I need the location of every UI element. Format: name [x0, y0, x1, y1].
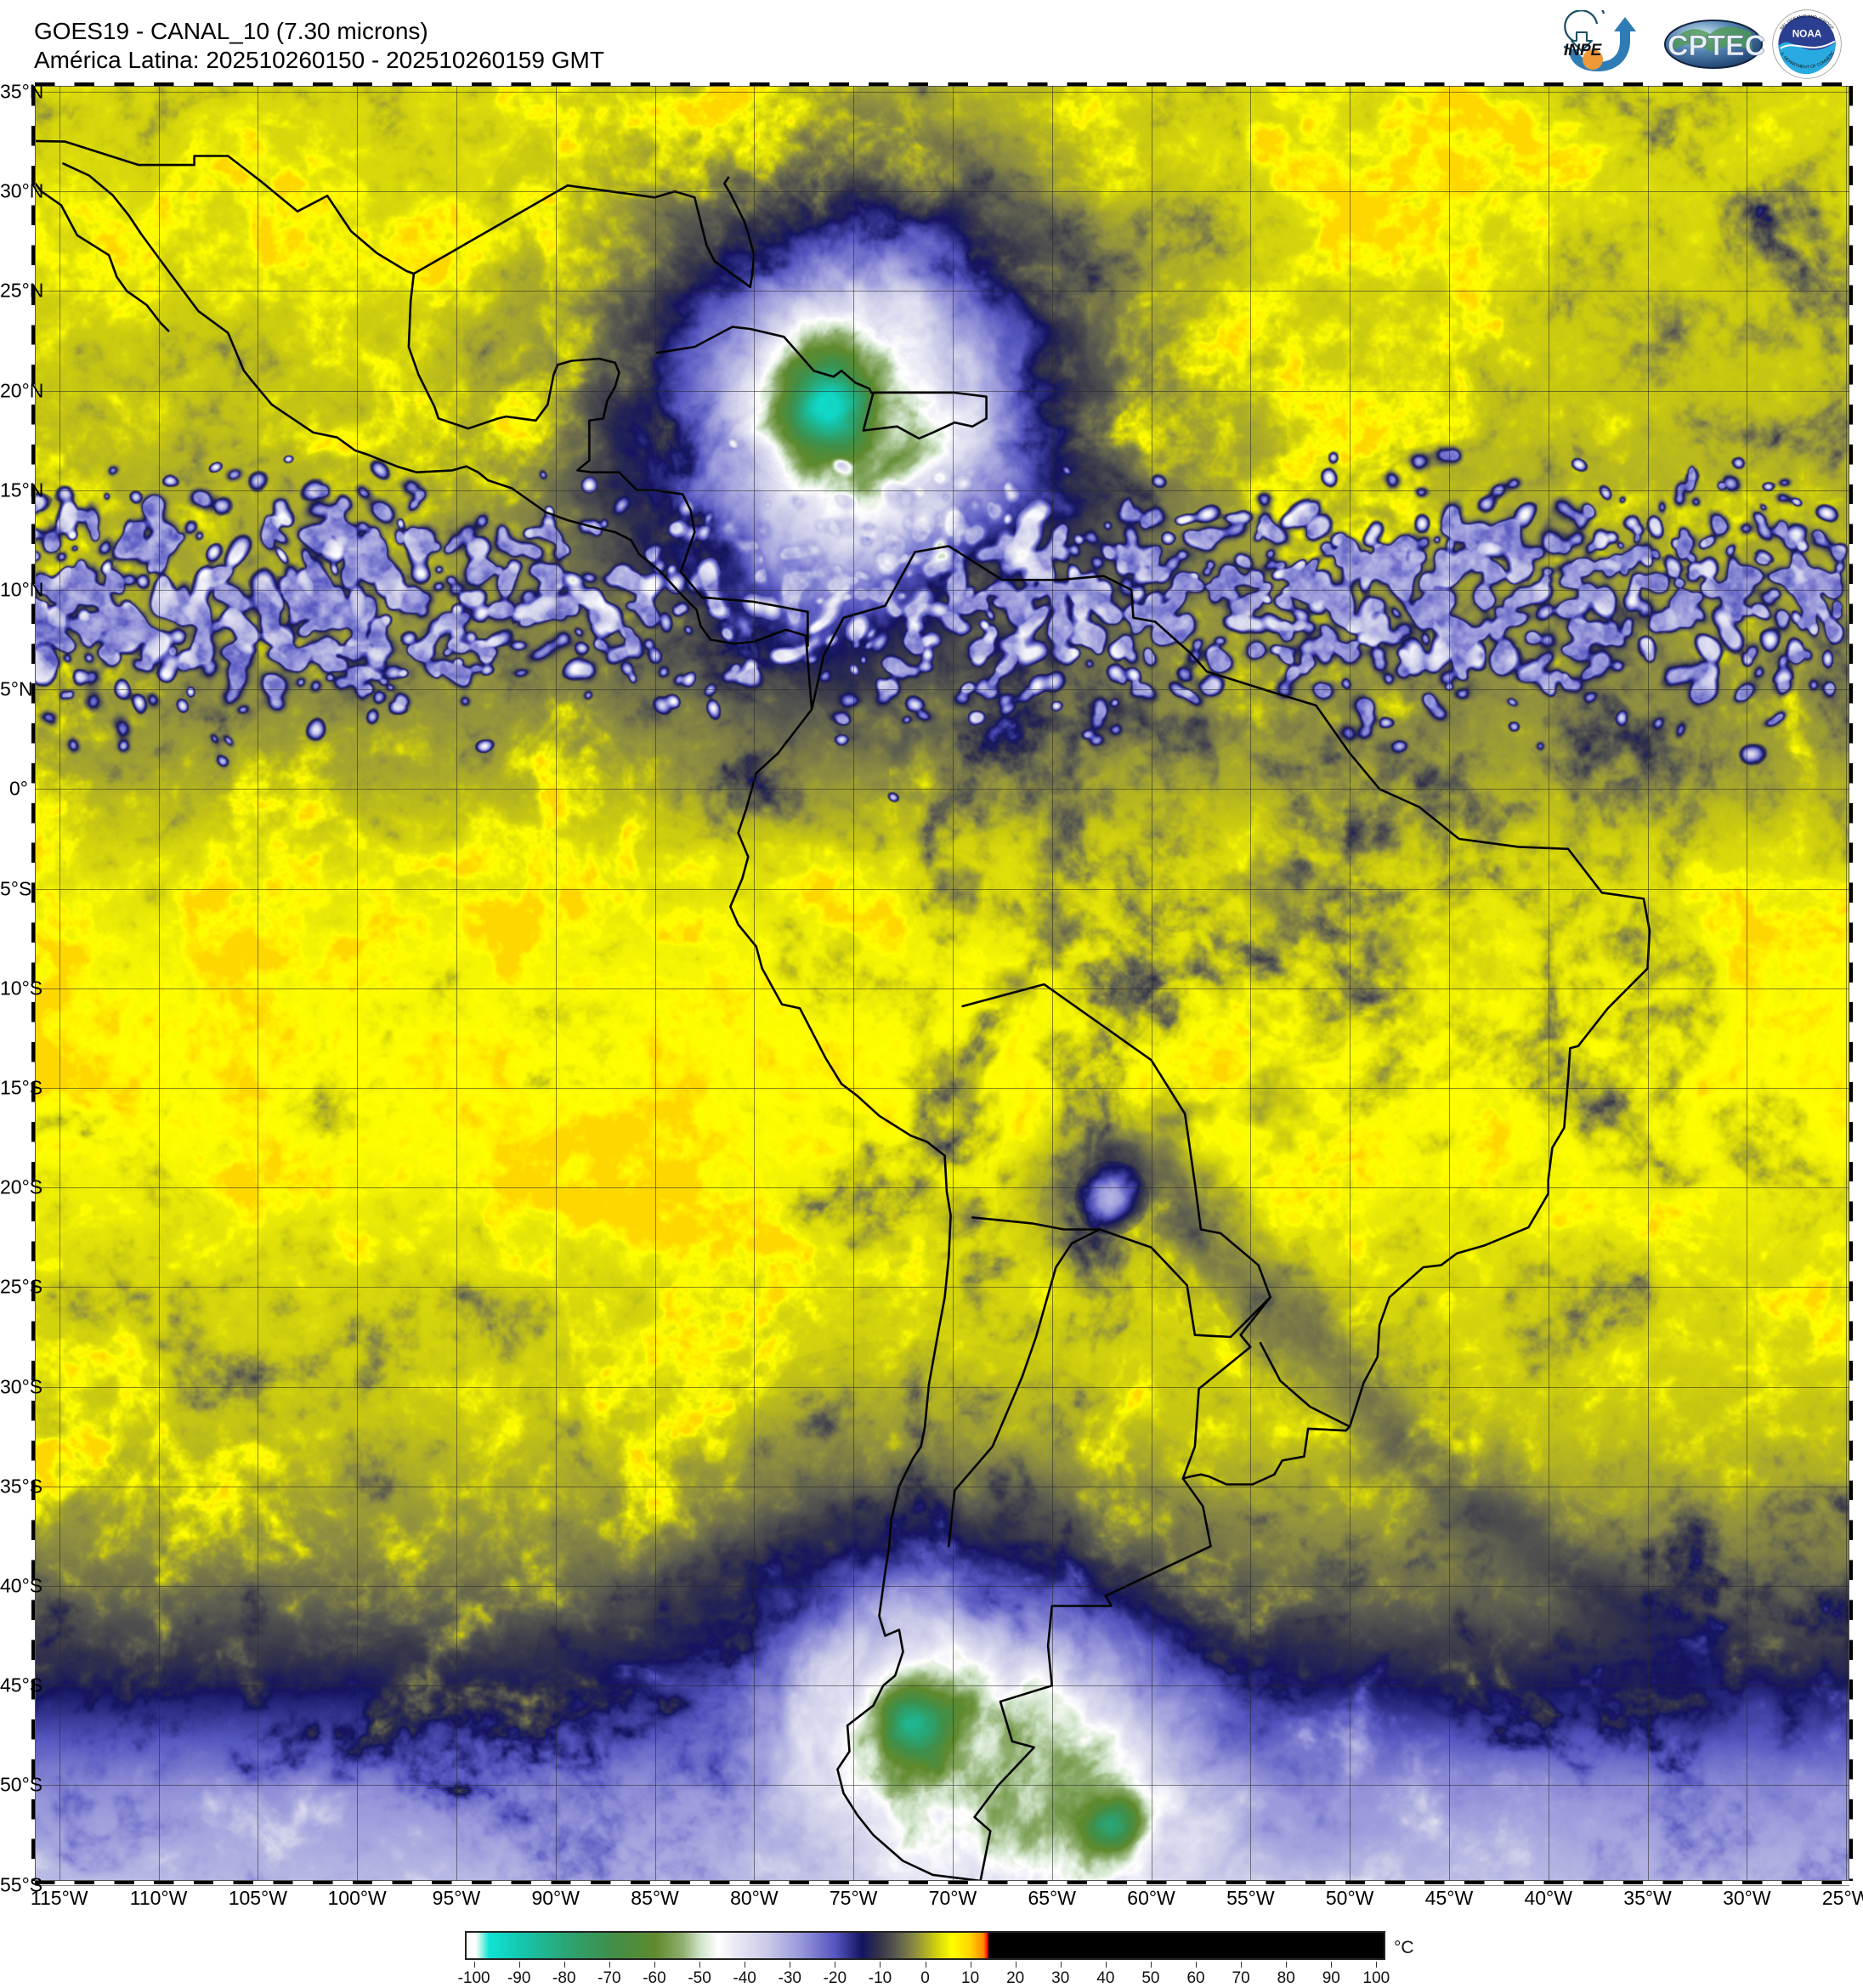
svg-text:INPE: INPE	[1564, 42, 1603, 59]
svg-text:NOAA: NOAA	[1792, 29, 1822, 40]
svg-text:CPTEC: CPTEC	[1668, 30, 1764, 62]
